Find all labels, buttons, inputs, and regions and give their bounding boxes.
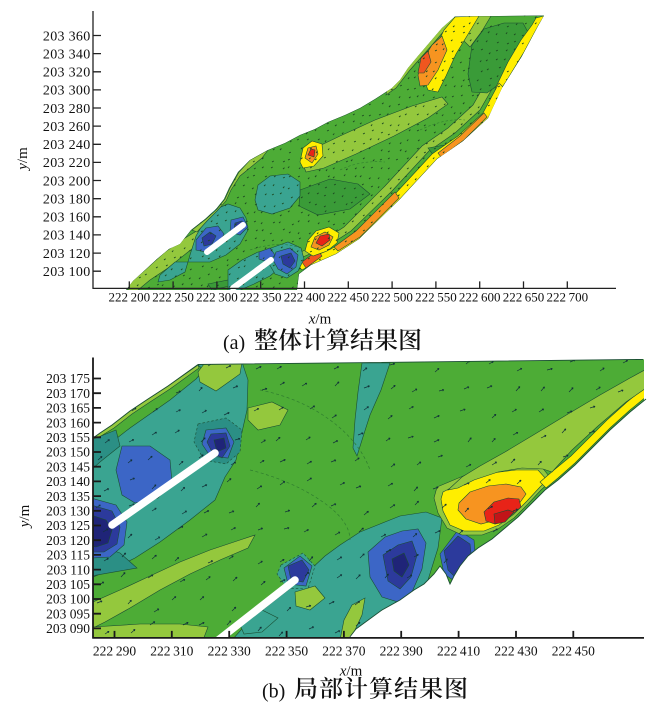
svg-text:y/m: y/m [15,147,31,172]
svg-text:203 130: 203 130 [46,504,90,519]
svg-text:203 160: 203 160 [46,415,90,430]
svg-text:203 155: 203 155 [46,430,90,445]
svg-text:222 450: 222 450 [327,290,369,305]
svg-text:203 360: 203 360 [43,29,91,44]
svg-text:222 550: 222 550 [415,290,457,305]
svg-text:(b): (b) [262,681,285,703]
svg-text:203 200: 203 200 [43,174,91,189]
svg-text:203 100: 203 100 [43,265,91,280]
svg-text:222 290: 222 290 [93,644,136,659]
svg-text:y/m: y/m [17,504,33,529]
svg-text:222 350: 222 350 [265,644,308,659]
svg-text:203 145: 203 145 [46,459,90,474]
svg-text:203 140: 203 140 [46,474,90,489]
svg-text:222 450: 222 450 [552,644,595,659]
svg-text:203 220: 203 220 [43,156,91,171]
svg-text:222 600: 222 600 [459,290,501,305]
svg-text:222 500: 222 500 [371,290,413,305]
svg-text:203 135: 203 135 [46,489,90,504]
svg-text:222 330: 222 330 [208,644,251,659]
svg-text:222 370: 222 370 [322,644,365,659]
svg-text:203 170: 203 170 [46,386,90,401]
svg-text:x/m: x/m [308,312,332,328]
svg-text:222 430: 222 430 [494,644,537,659]
svg-text:203 105: 203 105 [46,577,90,592]
svg-text:203 095: 203 095 [46,606,90,621]
svg-text:222 300: 222 300 [196,290,238,305]
svg-text:222 350: 222 350 [240,290,282,305]
svg-text:x/m: x/m [339,664,363,680]
svg-text:222 390: 222 390 [380,644,423,659]
svg-text:203 180: 203 180 [43,193,91,208]
svg-text:222 410: 222 410 [437,644,480,659]
svg-text:222 250: 222 250 [152,290,194,305]
svg-text:203 150: 203 150 [46,445,90,460]
svg-text:203 140: 203 140 [43,229,91,244]
svg-text:203 175: 203 175 [46,371,90,386]
svg-text:203 340: 203 340 [43,47,91,62]
svg-text:203 120: 203 120 [43,247,91,262]
svg-text:203 120: 203 120 [46,533,90,548]
svg-text:222 400: 222 400 [284,290,326,305]
svg-text:203 260: 203 260 [43,120,91,135]
svg-text:203 280: 203 280 [43,102,91,117]
svg-text:203 090: 203 090 [46,621,90,636]
svg-text:203 100: 203 100 [46,592,90,607]
svg-text:203 110: 203 110 [47,562,91,577]
svg-text:222 700: 222 700 [546,290,588,305]
svg-text:(a): (a) [223,332,245,354]
svg-text:203 125: 203 125 [46,518,90,533]
svg-text:203 115: 203 115 [47,548,91,563]
svg-text:203 300: 203 300 [43,84,91,99]
svg-text:222 650: 222 650 [503,290,545,305]
svg-text:203 165: 203 165 [46,401,90,416]
svg-text:203 240: 203 240 [43,138,91,153]
svg-text:222 200: 222 200 [108,290,150,305]
svg-text:203 160: 203 160 [43,211,91,226]
svg-text:222 310: 222 310 [150,644,193,659]
svg-text:203 320: 203 320 [43,66,91,81]
